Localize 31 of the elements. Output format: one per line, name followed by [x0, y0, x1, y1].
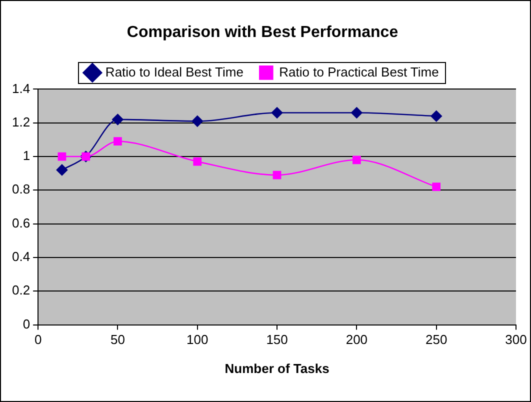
point [352, 156, 361, 164]
x-tick-label: 50 [110, 332, 125, 348]
y-tick-label: 1.4 [12, 80, 30, 96]
point [112, 114, 124, 126]
x-tick-label: 200 [346, 332, 368, 348]
point [58, 152, 66, 161]
y-tick-label: 1 [22, 148, 30, 164]
x-axis-title: Number of Tasks [224, 360, 330, 376]
y-tick-label: 0.4 [12, 249, 30, 264]
y-tick-label: 0.2 [12, 282, 30, 298]
point [114, 137, 122, 146]
x-tick-label: 100 [186, 332, 208, 348]
legend-label: Ratio to Ideal Best Time [105, 64, 244, 80]
y-tick-label: 1.2 [12, 114, 30, 130]
y-tick-label: 0.6 [12, 215, 30, 230]
point [351, 107, 362, 118]
point [272, 170, 282, 180]
point [432, 182, 441, 191]
legend-label: Ratio to Practical Best Time [279, 64, 439, 80]
x-tick-label: 150 [266, 332, 288, 348]
chart-title: Comparison with Best Performance [126, 24, 398, 42]
point [56, 164, 68, 176]
x-tick-label: 300 [505, 332, 527, 348]
point [271, 107, 283, 118]
x-tick-label: 0 [34, 332, 42, 348]
x-tick-label: 250 [425, 332, 448, 348]
y-tick-label: 0.8 [12, 182, 30, 197]
point [193, 157, 202, 166]
y-tick-label: 0 [22, 316, 30, 332]
point [192, 116, 204, 127]
point [430, 110, 442, 122]
